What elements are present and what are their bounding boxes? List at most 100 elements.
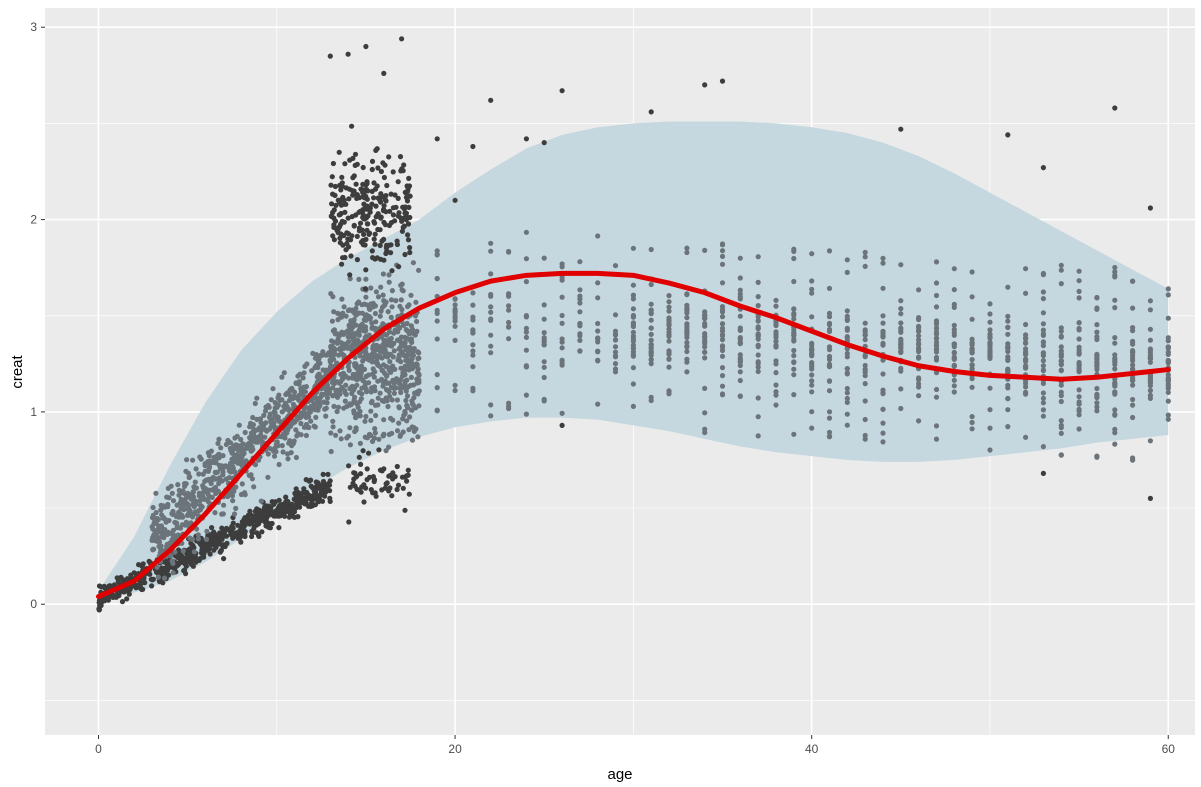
data-point <box>256 427 262 433</box>
data-point <box>452 318 458 324</box>
data-point <box>1040 310 1046 316</box>
data-point <box>397 385 403 391</box>
data-point <box>219 536 225 543</box>
data-point <box>987 407 993 413</box>
data-point <box>227 490 233 497</box>
data-point <box>271 501 277 507</box>
data-point <box>755 294 761 300</box>
data-point <box>221 502 227 508</box>
data-point <box>1165 315 1171 321</box>
data-point <box>737 355 743 361</box>
data-point <box>367 315 374 321</box>
data-point <box>174 525 180 531</box>
data-point <box>916 345 922 351</box>
data-point <box>390 476 396 482</box>
data-point <box>826 285 833 291</box>
data-point <box>684 249 690 256</box>
data-point <box>183 481 189 487</box>
data-point <box>630 381 637 387</box>
data-point <box>181 568 187 574</box>
data-point <box>369 320 375 326</box>
data-point <box>410 330 416 336</box>
data-point <box>304 361 310 367</box>
data-point <box>719 248 726 254</box>
data-point <box>153 509 159 516</box>
data-point <box>488 309 494 315</box>
data-point <box>1094 366 1100 373</box>
data-point <box>372 369 378 375</box>
data-point <box>193 485 199 491</box>
data-point <box>385 309 391 315</box>
data-point <box>313 414 319 420</box>
data-point <box>809 425 815 431</box>
data-point <box>755 344 761 350</box>
data-point <box>1005 367 1011 373</box>
data-point <box>268 509 274 515</box>
data-point <box>1094 306 1100 312</box>
data-point <box>719 314 726 320</box>
data-point <box>203 536 210 543</box>
data-point <box>394 397 400 403</box>
data-point <box>380 271 386 277</box>
data-point <box>349 123 355 129</box>
data-point <box>648 361 654 367</box>
data-point <box>149 515 156 521</box>
data-point <box>306 410 312 416</box>
data-point <box>363 317 369 323</box>
data-point <box>630 323 637 329</box>
data-point <box>702 339 708 345</box>
data-point <box>559 410 565 416</box>
data-point <box>434 407 440 413</box>
data-point <box>386 473 392 479</box>
data-point <box>404 478 410 484</box>
data-point <box>363 294 369 300</box>
data-point <box>1112 352 1118 358</box>
data-point <box>434 372 440 378</box>
data-point <box>311 488 317 494</box>
data-point <box>488 343 494 349</box>
data-point <box>188 496 194 502</box>
data-point <box>219 511 225 517</box>
data-point <box>276 461 282 468</box>
data-point <box>916 333 922 339</box>
data-point <box>809 290 815 296</box>
data-point <box>559 277 565 283</box>
data-point <box>987 335 993 341</box>
data-point <box>1112 272 1118 278</box>
data-point <box>124 596 130 602</box>
data-point <box>916 384 922 390</box>
data-point <box>595 401 601 407</box>
data-point <box>332 183 338 190</box>
data-point <box>331 309 337 315</box>
data-point <box>250 446 256 453</box>
data-point <box>826 409 833 415</box>
data-point <box>933 386 940 393</box>
data-point <box>207 461 213 467</box>
data-point <box>755 326 761 332</box>
data-point <box>169 537 175 543</box>
data-point <box>371 477 378 483</box>
data-point <box>323 405 329 411</box>
data-point <box>1112 430 1118 436</box>
data-point <box>269 520 275 527</box>
confidence-ribbon <box>98 121 1169 601</box>
data-point <box>933 329 940 335</box>
data-point <box>666 304 672 310</box>
data-point <box>1058 354 1064 360</box>
data-point <box>719 347 726 354</box>
data-point <box>333 388 339 394</box>
data-point <box>791 246 797 252</box>
data-point <box>151 546 157 552</box>
data-point <box>1112 340 1118 346</box>
data-point <box>359 391 365 397</box>
data-point <box>183 519 189 525</box>
data-point <box>396 404 402 410</box>
data-point <box>630 329 637 335</box>
data-point <box>488 271 494 277</box>
data-point <box>325 471 331 477</box>
data-point <box>595 233 601 239</box>
data-point <box>844 325 850 331</box>
data-point <box>470 385 476 391</box>
data-point <box>330 363 336 370</box>
data-point <box>1130 382 1136 388</box>
